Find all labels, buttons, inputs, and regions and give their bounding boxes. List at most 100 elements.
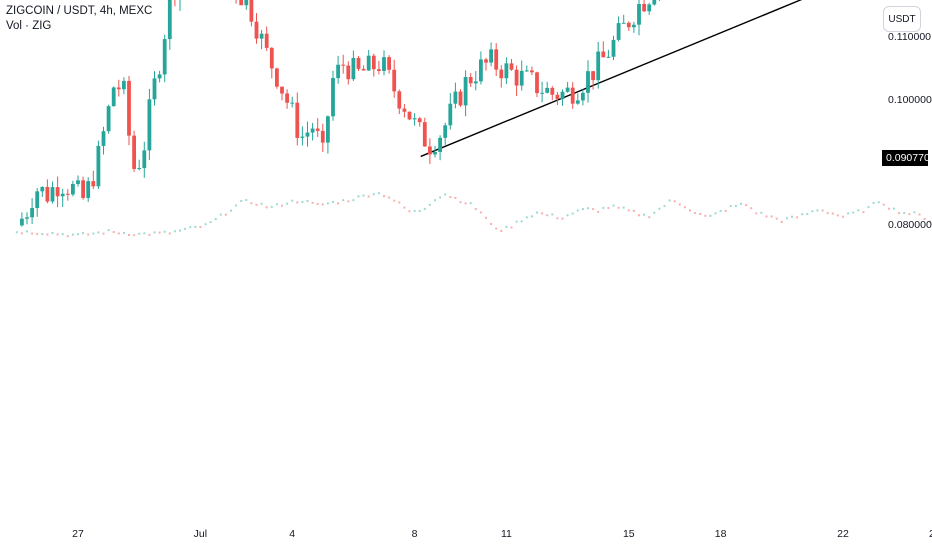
- candle-body: [571, 88, 575, 104]
- volume-dot: [868, 206, 870, 208]
- candle: [352, 51, 356, 81]
- volume-dot: [123, 232, 125, 234]
- volume-dot: [776, 218, 778, 220]
- candle-body: [408, 112, 412, 120]
- volume-dot: [419, 210, 421, 212]
- time-tick-label: 22: [837, 528, 849, 540]
- candle: [316, 118, 320, 137]
- volume-dot: [46, 233, 48, 235]
- candle-body: [367, 56, 371, 71]
- candle: [413, 113, 417, 126]
- volume-dot: [72, 234, 74, 236]
- candle-body: [25, 217, 29, 218]
- candle-body: [489, 49, 493, 62]
- volume-dot: [235, 204, 237, 206]
- volume-dot: [271, 206, 273, 208]
- candle-body: [117, 87, 121, 89]
- candle-body: [443, 125, 447, 138]
- volume-dot: [699, 213, 701, 215]
- volume-dot: [220, 214, 222, 216]
- candle-body: [148, 99, 152, 150]
- volume-dot: [62, 233, 64, 235]
- volume-dot: [266, 206, 268, 208]
- volume-dot: [827, 212, 829, 214]
- candle-body: [581, 93, 585, 101]
- volume-dot: [337, 202, 339, 204]
- volume-dot: [87, 234, 89, 236]
- volume-dot: [291, 200, 293, 202]
- volume-dot: [454, 197, 456, 199]
- volume-dot: [358, 195, 360, 197]
- candle: [76, 175, 80, 186]
- candle-body: [515, 70, 519, 86]
- volume-dot: [750, 207, 752, 209]
- candle: [591, 71, 595, 90]
- candle-body: [81, 180, 85, 198]
- candle: [484, 58, 488, 71]
- candle: [51, 182, 55, 204]
- volume-dot: [725, 210, 727, 212]
- volume-dot: [215, 218, 217, 220]
- candle: [127, 76, 131, 145]
- volume-dot: [806, 213, 808, 215]
- candle: [91, 171, 95, 189]
- candlestick-series: [20, 0, 932, 227]
- candle: [607, 50, 611, 58]
- candle-body: [35, 191, 39, 208]
- candle: [382, 50, 386, 75]
- volume-dot: [199, 226, 201, 228]
- time-tick-label: 15: [623, 528, 635, 540]
- candle-body: [591, 71, 595, 80]
- candle: [311, 123, 315, 141]
- candle-body: [56, 187, 60, 196]
- volume-dot: [470, 202, 472, 204]
- candle: [132, 131, 136, 172]
- volume-dot: [113, 231, 115, 233]
- candle: [20, 212, 24, 226]
- symbol-title[interactable]: ZIGCOIN / USDT, 4h, MEXC: [6, 4, 152, 19]
- candle-body: [418, 118, 422, 122]
- candle: [464, 70, 468, 116]
- volume-dot: [781, 221, 783, 223]
- candle: [295, 93, 299, 146]
- candle: [443, 123, 447, 145]
- candle-body: [30, 208, 34, 217]
- volume-dot: [832, 213, 834, 215]
- candle: [418, 117, 422, 127]
- volume-dot: [613, 205, 615, 207]
- volume-dot: [261, 203, 263, 205]
- candle-body: [321, 131, 325, 143]
- candle: [494, 43, 498, 76]
- candle-body: [341, 65, 345, 66]
- time-tick-label: 4: [289, 528, 295, 540]
- volume-dot: [378, 192, 380, 194]
- candle: [647, 3, 651, 15]
- candle-body: [40, 187, 44, 191]
- volume-dot: [633, 210, 635, 212]
- candle: [66, 189, 70, 201]
- candle: [168, 0, 172, 50]
- volume-dot: [36, 233, 38, 235]
- candle-body: [86, 181, 90, 198]
- candle-body: [158, 74, 162, 78]
- candle: [397, 90, 401, 115]
- volume-dot: [21, 232, 23, 234]
- volume-legend[interactable]: Vol · ZIG: [6, 19, 152, 34]
- volume-dot: [684, 206, 686, 208]
- volume-dot: [475, 208, 477, 210]
- candle: [270, 47, 274, 78]
- candle: [499, 65, 503, 87]
- candle-body: [153, 78, 157, 99]
- volume-dot: [82, 232, 84, 234]
- volume-dot: [148, 234, 150, 236]
- candle: [367, 50, 371, 71]
- candle-body: [556, 95, 560, 99]
- volume-dot: [41, 233, 43, 235]
- volume-dot: [363, 195, 365, 197]
- candle: [596, 42, 600, 89]
- currency-button[interactable]: USDT: [883, 6, 921, 32]
- volume-dot: [597, 211, 599, 213]
- volume-dot: [643, 214, 645, 216]
- candle-body: [244, 0, 248, 5]
